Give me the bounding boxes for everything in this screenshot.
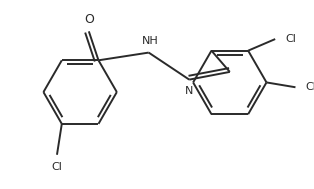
Text: N: N [185, 86, 193, 96]
Text: Cl: Cl [51, 162, 62, 172]
Text: NH: NH [142, 36, 159, 46]
Text: Cl: Cl [285, 34, 296, 44]
Text: Cl: Cl [306, 82, 314, 92]
Text: O: O [84, 13, 94, 26]
